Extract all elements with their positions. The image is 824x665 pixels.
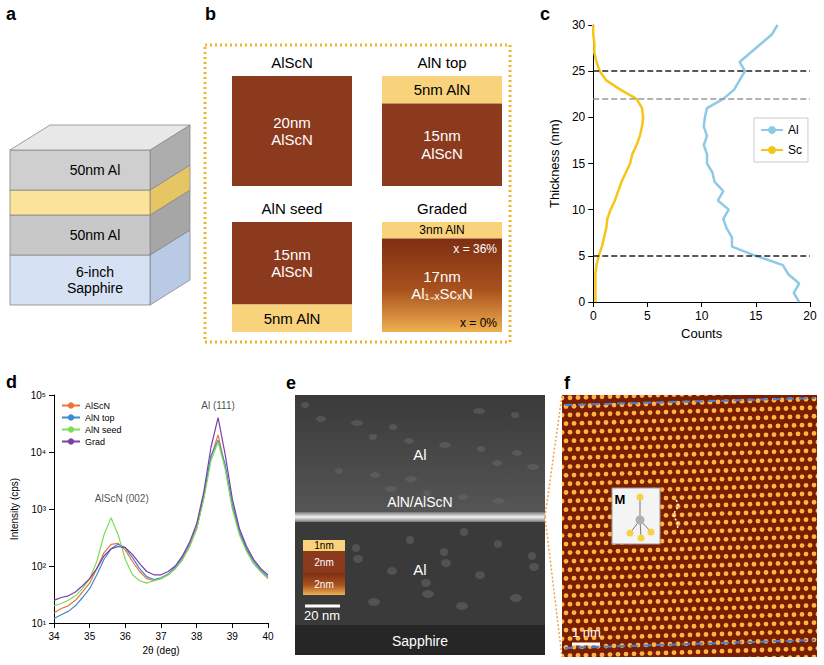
svg-text:39: 39 xyxy=(227,631,239,642)
svg-text:3nm AlN: 3nm AlN xyxy=(419,223,464,237)
svg-text:AlN/AlScN: AlN/AlScN xyxy=(387,494,452,510)
svg-text:38: 38 xyxy=(191,631,203,642)
svg-text:50nm Al: 50nm Al xyxy=(70,227,121,243)
svg-text:a: a xyxy=(6,4,17,24)
svg-text:Al: Al xyxy=(413,446,426,463)
svg-text:d: d xyxy=(6,372,17,392)
svg-text:Intensity (cps): Intensity (cps) xyxy=(9,478,20,540)
svg-text:36: 36 xyxy=(120,631,132,642)
svg-text:Sapphire: Sapphire xyxy=(67,280,123,296)
svg-text:x = 0%: x = 0% xyxy=(460,316,497,330)
svg-text:AlScN: AlScN xyxy=(271,54,313,71)
svg-text:5: 5 xyxy=(579,249,586,263)
svg-text:40: 40 xyxy=(262,631,274,642)
svg-text:2nm: 2nm xyxy=(314,557,333,568)
svg-text:20nm: 20nm xyxy=(273,114,311,131)
svg-text:5nm AlN: 5nm AlN xyxy=(414,81,471,98)
svg-text:34: 34 xyxy=(48,631,60,642)
svg-text:37: 37 xyxy=(155,631,167,642)
svg-text:AlScN: AlScN xyxy=(421,145,463,162)
svg-text:0: 0 xyxy=(590,309,597,323)
svg-text:AlN top: AlN top xyxy=(85,413,115,423)
svg-text:10²: 10² xyxy=(32,561,47,572)
svg-text:20: 20 xyxy=(572,110,586,124)
svg-text:c: c xyxy=(540,4,550,24)
svg-text:2θ (deg): 2θ (deg) xyxy=(142,645,179,656)
svg-text:AlN seed: AlN seed xyxy=(262,200,323,217)
svg-text:1nm: 1nm xyxy=(314,540,333,551)
svg-text:Sapphire: Sapphire xyxy=(392,633,448,649)
svg-text:20 nm: 20 nm xyxy=(304,608,340,623)
svg-text:AlScN: AlScN xyxy=(85,401,110,411)
svg-text:5: 5 xyxy=(644,309,651,323)
svg-text:17nm: 17nm xyxy=(423,268,461,285)
svg-text:Grad: Grad xyxy=(85,437,105,447)
svg-text:f: f xyxy=(564,373,571,393)
svg-text:x = 36%: x = 36% xyxy=(453,242,497,256)
svg-text:AlScN: AlScN xyxy=(271,131,313,148)
svg-text:30: 30 xyxy=(572,18,586,32)
svg-text:e: e xyxy=(286,373,296,393)
svg-text:Al: Al xyxy=(788,123,799,137)
svg-text:Counts: Counts xyxy=(681,326,723,341)
svg-text:M: M xyxy=(615,492,626,507)
svg-text:5nm AlN: 5nm AlN xyxy=(264,310,321,327)
svg-text:Graded: Graded xyxy=(417,200,467,217)
svg-text:Al: Al xyxy=(413,561,426,578)
svg-text:6-inch: 6-inch xyxy=(76,264,114,280)
svg-text:AlN top: AlN top xyxy=(417,54,466,71)
svg-text:15nm: 15nm xyxy=(273,246,311,263)
svg-text:25: 25 xyxy=(572,64,586,78)
svg-text:AlScN: AlScN xyxy=(271,263,313,280)
svg-text:0: 0 xyxy=(579,295,586,309)
svg-text:10: 10 xyxy=(695,309,709,323)
svg-text:Sc: Sc xyxy=(788,143,802,157)
svg-text:b: b xyxy=(205,4,216,24)
svg-text:AlScN (002): AlScN (002) xyxy=(95,493,149,504)
svg-text:10⁴: 10⁴ xyxy=(31,447,46,458)
svg-text:15: 15 xyxy=(572,157,586,171)
svg-text:15nm: 15nm xyxy=(423,127,461,144)
svg-text:50nm Al: 50nm Al xyxy=(70,162,121,178)
svg-text:10³: 10³ xyxy=(32,504,47,515)
svg-text:20: 20 xyxy=(803,309,817,323)
svg-text:10¹: 10¹ xyxy=(32,618,47,629)
svg-text:2nm: 2nm xyxy=(314,579,333,590)
svg-text:35: 35 xyxy=(84,631,96,642)
svg-text:15: 15 xyxy=(749,309,763,323)
svg-text:10: 10 xyxy=(572,203,586,217)
svg-text:Al (111): Al (111) xyxy=(201,400,235,411)
svg-text:1 nm: 1 nm xyxy=(572,625,601,640)
svg-text:Al₁₋ₓScₓN: Al₁₋ₓScₓN xyxy=(411,285,473,302)
svg-text:AlN seed: AlN seed xyxy=(85,425,122,435)
svg-text:10⁵: 10⁵ xyxy=(31,390,46,401)
svg-text:Thickness (nm): Thickness (nm) xyxy=(547,119,562,208)
